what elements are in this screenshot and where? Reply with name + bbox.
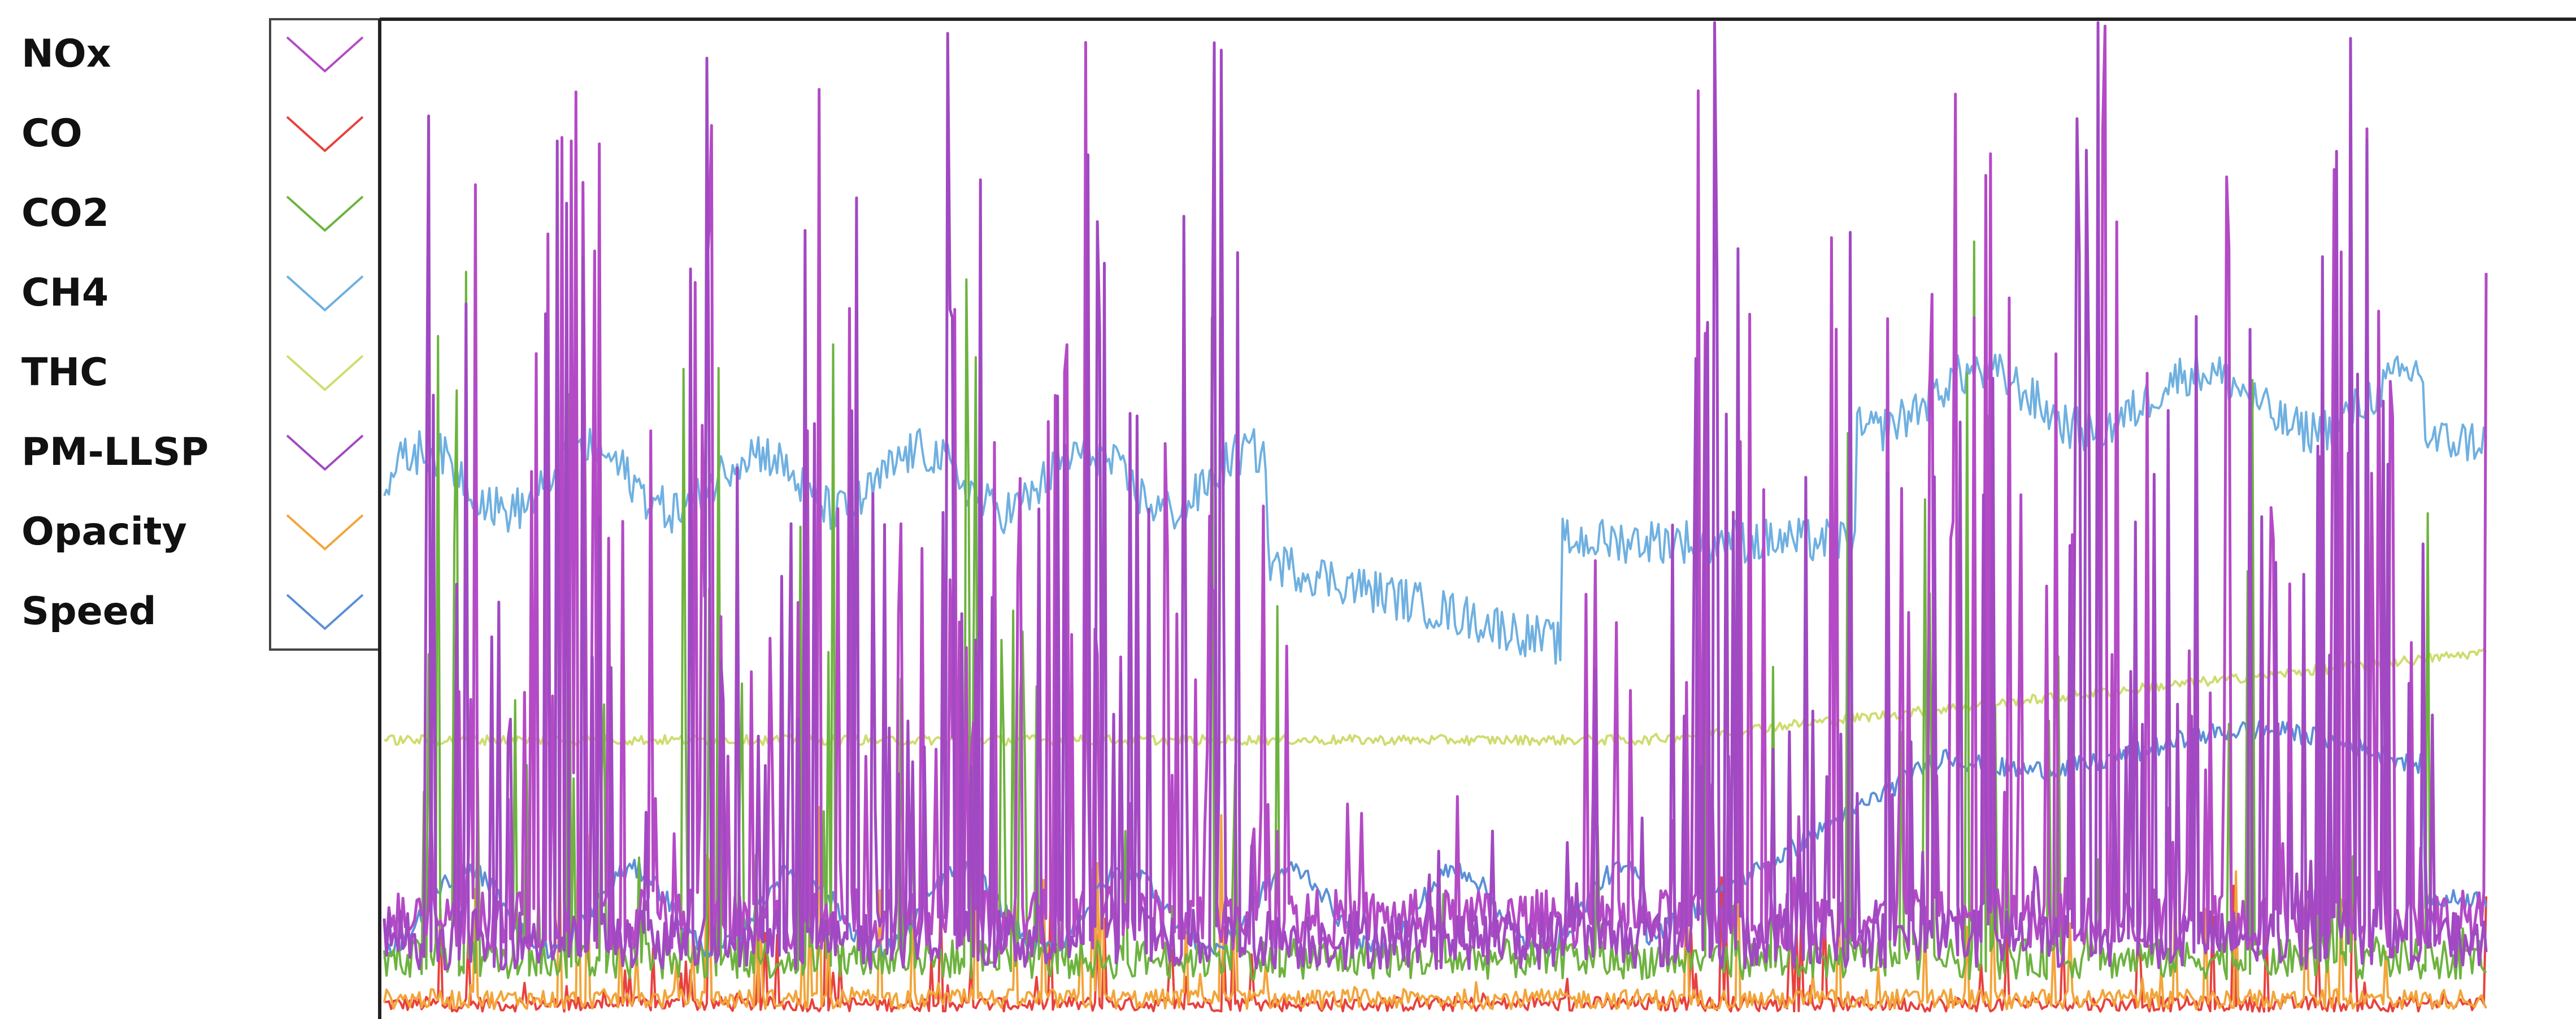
legend-label-co: CO [21,111,82,156]
legend-label-thc: THC [21,350,108,395]
series-line-ch4 [383,350,2487,665]
series-line-pm-llsp [383,21,2488,971]
legend-label-nox: NOx [21,32,111,76]
legend-swatch-nox [286,36,364,73]
legend-label-speed: Speed [21,589,157,634]
legend-swatches [286,36,364,630]
legend-swatch-co2 [286,195,364,232]
plot-area [378,18,2576,1019]
legend-swatch-thc [286,355,364,391]
series-lines [383,21,2488,1013]
legend-swatch-pm-llsp [286,434,364,471]
legend-label-pm-llsp: PM-LLSP [21,430,209,474]
legend-swatch-ch4 [286,275,364,312]
legend-label-opacity: Opacity [21,509,187,554]
legend-swatch-opacity [286,514,364,551]
legend-swatch-co [286,116,364,153]
legend-label-ch4: CH4 [21,271,109,315]
legend-label-co2: CO2 [21,191,110,236]
series-line-opacity [383,805,2487,1011]
legend-swatch-panel [269,18,381,651]
legend-box [269,18,381,651]
legend-swatch-speed [286,594,364,630]
